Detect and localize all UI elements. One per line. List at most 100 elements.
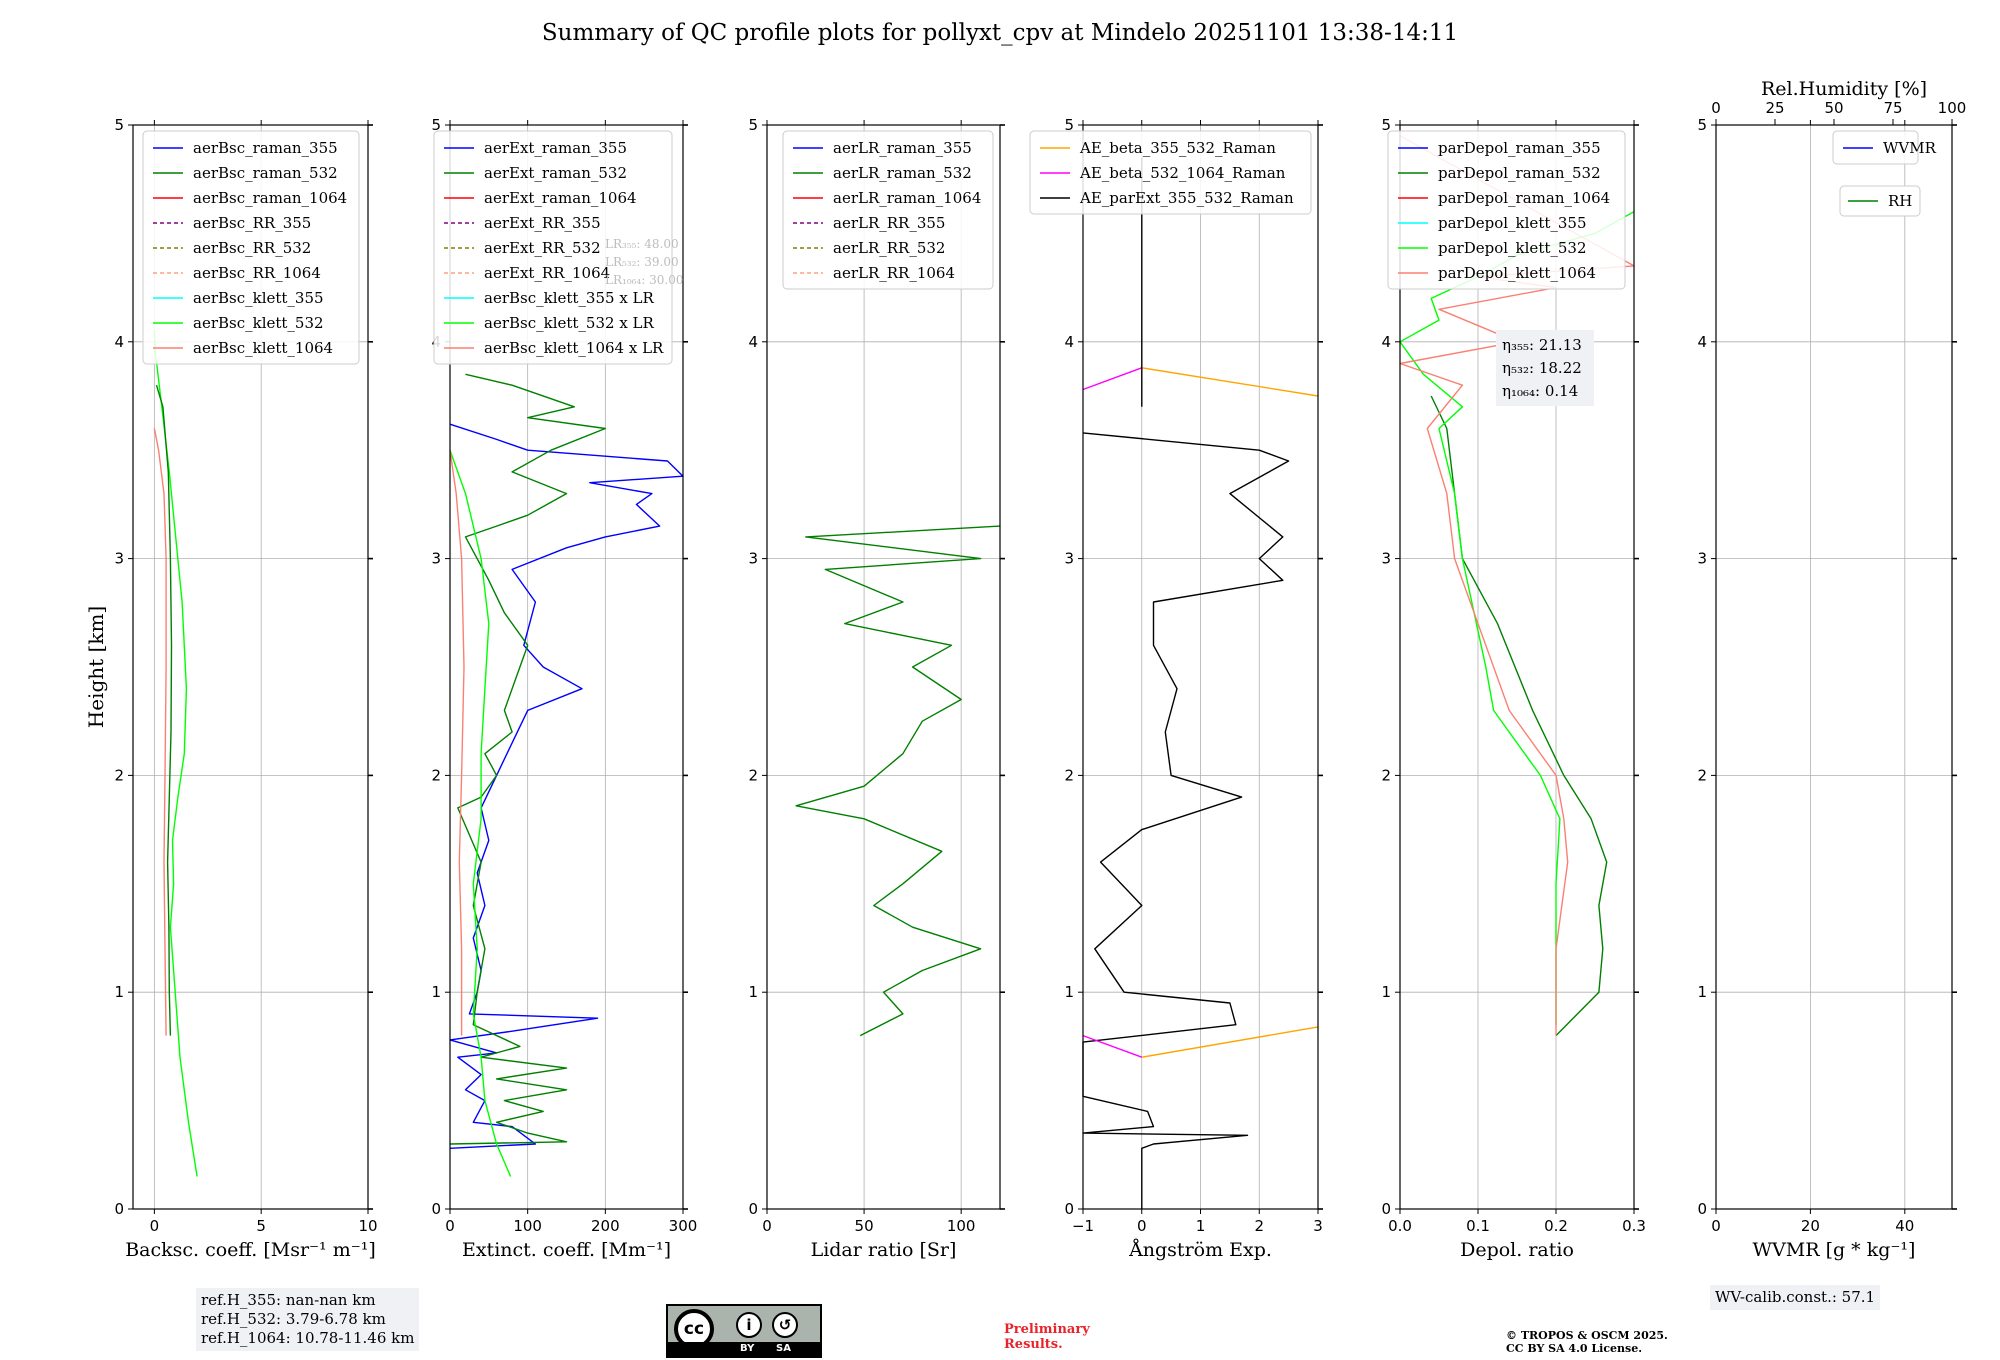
x-tick-label: 0.0 [1388,1217,1412,1235]
legend-entry: aerLR_raman_355 [833,139,972,157]
ref-height-532: ref.H_532: 3.79-6.78 km [201,1310,386,1328]
y-tick-label: 1 [431,983,441,1001]
x-tick-label: 200 [591,1217,620,1235]
legend-entry: aerBsc_RR_532 [193,239,311,257]
x-tick-label: 100 [947,1217,976,1235]
x-tick-label: 0 [445,1217,455,1235]
legend-entry: parDepol_klett_532 [1438,239,1587,257]
y-tick-label: 2 [1064,766,1074,784]
legend-entry: aerExt_RR_1064 [484,264,610,282]
y-tick-label: 4 [748,333,758,351]
legend-entry: aerBsc_RR_1064 [193,264,321,282]
legend-entry: parDepol_raman_1064 [1438,189,1610,207]
y-tick-label: 0 [114,1200,124,1218]
x-tick-label: 2 [1254,1217,1264,1235]
lr-annotation: LR₃₅₅: 48.00 [605,237,679,251]
top-x-tick-label: 75 [1883,99,1902,117]
x-axis-label: Depol. ratio [1460,1239,1574,1261]
x-tick-label: −1 [1072,1217,1094,1235]
ref-height-box: ref.H_355: nan-nan km ref.H_532: 3.79-6.… [196,1288,420,1351]
axes-frame [449,124,684,1210]
x-axis-label: WVMR [g * kg⁻¹] [1753,1239,1916,1261]
x-tick-label: 100 [513,1217,542,1235]
x-tick-label: 10 [358,1217,377,1235]
series-line-aerBsc_klett_1064 [153,428,167,1036]
y-tick-label: 1 [114,983,124,1001]
x-tick-label: 0.3 [1622,1217,1646,1235]
y-tick-label: 2 [1381,766,1391,784]
eta-annotation: η₅₃₂: 18.22 [1502,359,1582,377]
y-tick-label: 0 [1064,1200,1074,1218]
legend-entry: aerLR_RR_532 [833,239,945,257]
y-tick-label: 4 [1697,333,1707,351]
y-tick-label: 5 [1064,116,1074,134]
legend-entry: AE_beta_355_532_Raman [1079,139,1276,157]
cc-bar: BY SA [668,1342,820,1356]
x-tick-label: 0 [762,1217,772,1235]
legend-entry: aerExt_raman_355 [484,139,627,157]
legend-entry: WVMR [1883,139,1937,157]
series-line-aerExt_raman_532 [449,373,606,1145]
x-tick-label: 50 [855,1217,874,1235]
legend-entry: aerExt_raman_532 [484,164,627,182]
legend-entry: aerBsc_klett_355 x LR [484,289,655,307]
y-tick-label: 3 [114,550,124,568]
x-axis-label: Ångström Exp. [1128,1239,1272,1261]
legend-entry: AE_beta_532_1064_Raman [1079,164,1286,182]
y-tick-label: 5 [1697,116,1707,134]
legend-entry: aerBsc_klett_1064 x LR [484,339,664,357]
x-tick-label: 300 [669,1217,698,1235]
legend-box [1387,130,1626,290]
legend-entry: aerLR_raman_1064 [833,189,981,207]
legend-entry-rh: RH [1888,192,1912,210]
y-tick-label: 3 [1064,550,1074,568]
x-tick-label: 3 [1313,1217,1323,1235]
ref-height-1064: ref.H_1064: 10.78-11.46 km [201,1329,415,1347]
legend-entry: parDepol_klett_355 [1438,214,1587,232]
legend-entry: aerBsc_RR_355 [193,214,311,232]
series-line-aerBsc_klett_532 x LR [449,449,512,1177]
legend-entry: AE_parExt_355_532_Raman [1079,189,1294,207]
y-tick-label: 4 [1064,333,1074,351]
x-tick-label: 40 [1895,1217,1914,1235]
x-axis-label: Extinct. coeff. [Mm⁻¹] [462,1239,671,1261]
legend-box [1832,130,1919,165]
y-tick-label: 0 [748,1200,758,1218]
y-tick-label: 3 [748,550,758,568]
axes-frame [766,124,1001,1210]
cc-license-logo: cc i ↺ BY SA [666,1304,822,1358]
by-icon: i [736,1312,762,1338]
x-axis-label: Lidar ratio [Sr] [811,1239,957,1261]
preliminary-note: Preliminary Results. [1004,1322,1090,1352]
series-line-aerLR_raman_532 [795,525,1001,1037]
legend-entry: aerLR_raman_532 [833,164,972,182]
legend-entry: aerExt_raman_1064 [484,189,637,207]
legend-entry: aerLR_RR_1064 [833,264,955,282]
y-tick-label: 1 [748,983,758,1001]
y-tick-label: 0 [1697,1200,1707,1218]
y-tick-label: 2 [114,766,124,784]
x-axis-label: Backsc. coeff. [Msr⁻¹ m⁻¹] [125,1239,376,1261]
axes-frame [1715,124,1953,1210]
x-tick-label: 5 [256,1217,266,1235]
x-tick-label: 0 [1137,1217,1147,1235]
y-tick-label: 4 [114,333,124,351]
legend-entry: aerBsc_klett_355 [193,289,324,307]
series-line-aerBsc_klett_532 [153,330,198,1177]
legend-entry: aerBsc_raman_355 [193,139,338,157]
y-tick-label: 5 [114,116,124,134]
wv-calib-const: WV-calib.const.: 57.1 [1715,1288,1876,1306]
series-line-AE_parExt_355_532_Raman [1082,432,1290,1209]
y-tick-label: 5 [431,116,441,134]
figure-title: Summary of QC profile plots for pollyxt_… [541,20,1459,46]
x-tick-label: 0 [1711,1217,1721,1235]
series-line-aerExt_raman_355 [449,423,684,1149]
series-line-AE_beta_532_1064_Raman [1082,1034,1143,1058]
legend-entry: parDepol_raman_532 [1438,164,1601,182]
legend-box [433,130,673,365]
legend-entry: aerBsc_raman_1064 [193,189,347,207]
y-tick-label: 1 [1381,983,1391,1001]
eta-annotation: η₁₀₆₄: 0.14 [1502,382,1578,400]
series-line-AE_beta_532_1064_Raman [1082,367,1143,391]
